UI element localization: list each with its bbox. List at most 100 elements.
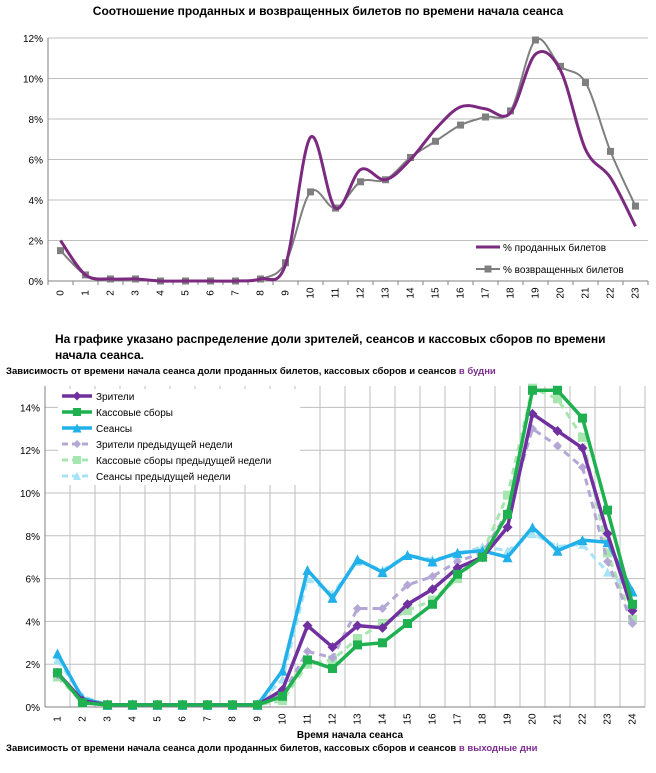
chart2-revenue-prev-point [553, 394, 562, 404]
chart2-viewers-point [552, 425, 563, 436]
chart2-ytick: 12% [20, 446, 40, 457]
chart1-returned-point [582, 79, 589, 87]
chart2-legend-label: Кассовые сборы [96, 407, 173, 419]
chart2-xtick-label: 16 [428, 713, 439, 725]
chart2-ytick: 4% [26, 617, 41, 628]
chart1-ytick: 12% [23, 34, 43, 45]
chart2-legend-label: Зрители [96, 392, 134, 403]
chart2-ytick: 6% [26, 575, 41, 586]
chart1-xtick-label: 4 [156, 290, 167, 296]
chart1-xtick-label: 21 [581, 287, 592, 299]
chart2-viewers-prev-point [353, 604, 362, 614]
chart1-series-sold-line [59, 50, 637, 283]
chart2-xtick-label: 23 [603, 713, 614, 725]
chart2-viewers-prev-point [303, 646, 312, 656]
chart2-revenue-point [103, 700, 112, 710]
chart2-xtick-label: 8 [228, 716, 239, 722]
chart2-revenue-prev-point [603, 548, 612, 558]
chart2-legend-box [58, 389, 300, 485]
chart1-returned-point [482, 113, 489, 121]
chart2-viewers-prev-point [378, 604, 387, 614]
chart2-ytick: 0% [26, 703, 41, 714]
chart2-sessions-point [452, 547, 463, 558]
chart2-legend-marker [72, 423, 82, 433]
chart2-revenue-point [453, 569, 462, 579]
chart1-legend-returned-label: % возвращенных билетов [503, 264, 624, 276]
chart1-xtick-label: 19 [531, 287, 542, 299]
chart2-xtick-label: 7 [203, 716, 214, 722]
chart2-sessions-point [52, 648, 63, 659]
chart2-sessions-point [352, 554, 363, 565]
chart1-xtick-label: 6 [206, 290, 217, 296]
chart2-legend-label: Кассовые сборы предыдущей недели [96, 455, 271, 467]
chart2-viewers-prev-point [603, 556, 612, 566]
chart1-xtick-label: 13 [381, 287, 392, 299]
chart2-viewers-point [352, 620, 363, 631]
chart2-revenue-point [278, 691, 287, 701]
chart2-ytick: 8% [26, 532, 41, 543]
chart2-sessions-prev-point [53, 655, 62, 665]
chart1-xtick-label: 17 [481, 287, 492, 299]
chart1-returned-point [307, 188, 314, 196]
chart1-xtick-label: 18 [506, 287, 517, 299]
chart2-xtick-label: 22 [578, 713, 589, 725]
chart2-legend-marker [73, 440, 81, 448]
chart2-revenue-point [178, 700, 187, 710]
chart2-xtick-label: 2 [78, 716, 89, 722]
chart1-xtick-label: 23 [631, 287, 642, 299]
chart2-sessions-point [277, 665, 288, 676]
chart2-viewers-point [327, 642, 338, 653]
chart2-legend-marker [73, 408, 81, 416]
chart2-xtick-label: 1 [53, 716, 64, 722]
chart2-revenue-point [578, 413, 587, 423]
chart2-legend-marker [73, 472, 81, 480]
chart1-legend-returned-marker [484, 265, 492, 273]
footer-caption: Зависимость от времени начала сеанса дол… [6, 743, 538, 754]
chart1-ytick: 2% [29, 237, 44, 248]
chart2-legend-label: Зрители предыдущей недели [96, 440, 233, 451]
chart2-viewers-prev-point [553, 441, 562, 451]
chart1-title: Соотношение проданных и возвращенных бил… [92, 4, 564, 18]
chart2-revenue-point [153, 700, 162, 710]
chart2-xtick-label: 12 [328, 713, 339, 725]
chart1-xtick-label: 8 [256, 290, 267, 296]
chart2-ytick: 14% [20, 403, 40, 414]
chart1-returned-point [607, 147, 614, 155]
chart1-xtick-label: 9 [281, 290, 292, 296]
chart1-ytick: 8% [29, 115, 44, 126]
chart-annotation: На графике указано распределение доли зр… [55, 332, 606, 362]
chart2-revenue-point [378, 638, 387, 648]
chart2-revenue-prev-point [353, 634, 362, 644]
chart1-xtick-label: 10 [306, 287, 317, 299]
chart1-xtick-label: 11 [331, 287, 342, 298]
chart2-xtick-label: 15 [403, 713, 414, 725]
chart2-title: Зависимость от времени начала сеанса дол… [6, 366, 496, 377]
chart2-legend-label: Сеансы [96, 424, 132, 435]
chart2-xtick-label: 14 [378, 713, 389, 725]
chart2-xtick-label: 20 [528, 713, 539, 725]
chart1-xtick-label: 22 [606, 287, 617, 299]
chart1-xtick-label: 14 [406, 287, 417, 299]
chart2-sessions-point [502, 552, 513, 563]
chart1-xtick-label: 20 [556, 287, 567, 299]
chart2-viewers-prev-point [628, 619, 637, 629]
chart2-viewers-point [427, 584, 438, 595]
chart2-revenue-point [553, 385, 562, 395]
chart1-ytick: 6% [29, 156, 44, 167]
chart2-xlabel: Время начала сеанса [297, 730, 404, 741]
chart2-xtick-label: 18 [478, 713, 489, 725]
chart2-sessions-point [327, 592, 338, 603]
chart2-sessions-point [302, 565, 313, 576]
chart2-xtick-label: 17 [453, 713, 464, 725]
chart2-sessions-point [577, 535, 588, 546]
chart2-revenue-point [253, 700, 262, 710]
chart2-xtick-label: 4 [128, 716, 139, 722]
chart2-viewers-prev-point [578, 462, 587, 472]
chart2-sessions-point [527, 522, 538, 533]
chart2-revenue-point [478, 552, 487, 562]
chart2-revenue-point [303, 655, 312, 665]
chart2-revenue-point [78, 698, 87, 708]
chart2-revenue-point [403, 619, 412, 629]
chart2-sessions-point [427, 556, 438, 567]
chart1-xtick-label: 15 [431, 287, 442, 299]
